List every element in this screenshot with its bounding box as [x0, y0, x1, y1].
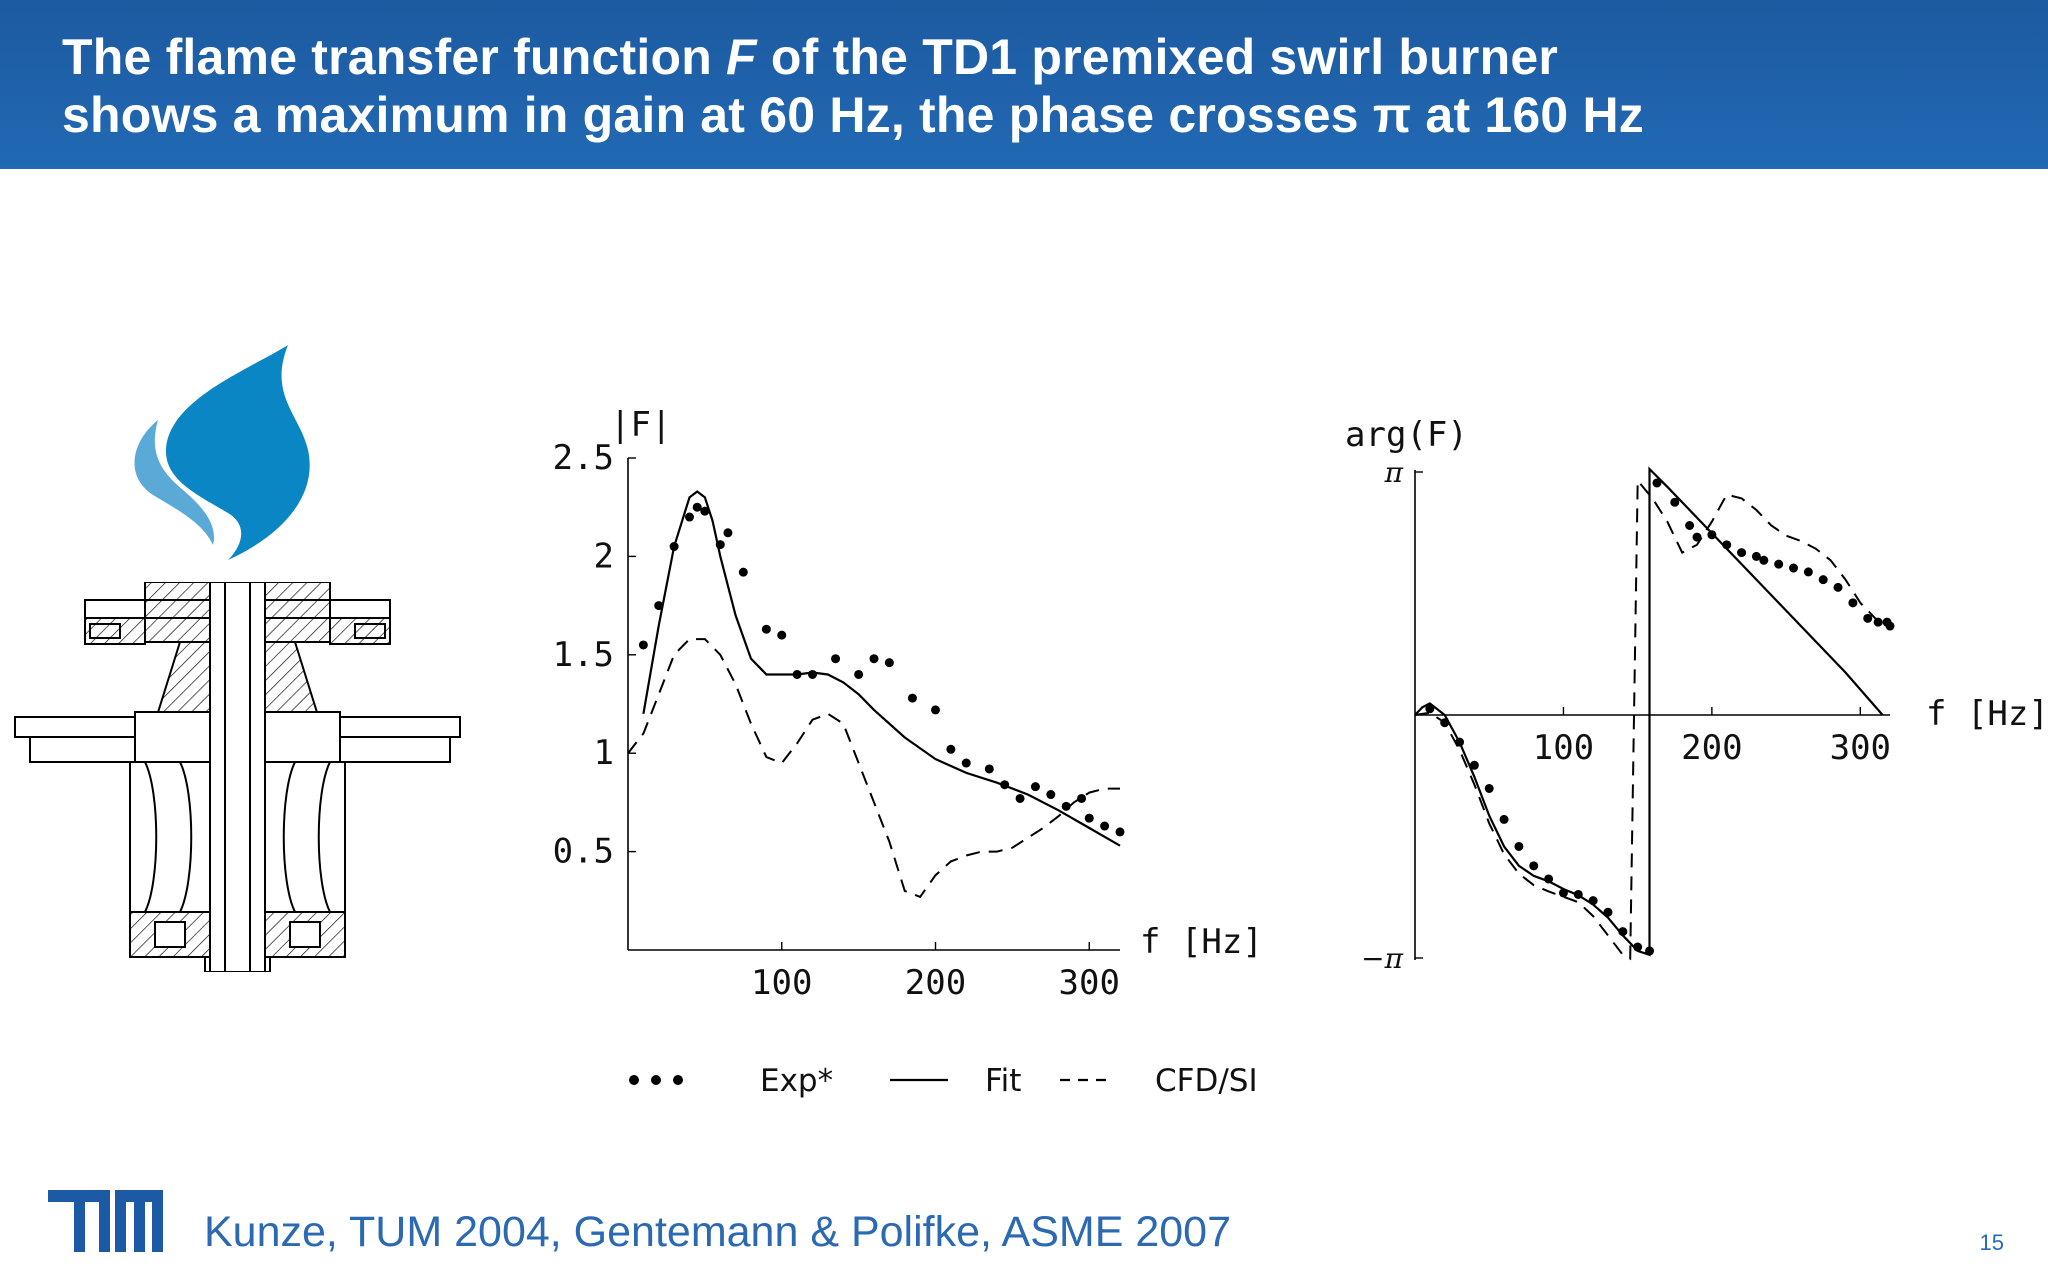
phase-x-tick-label: 300 [1830, 728, 1891, 768]
legend-cfd-label: CFD/SI [1155, 1063, 1258, 1099]
phase-exp-point [1692, 532, 1702, 542]
flame-upper-shape [165, 345, 310, 560]
phase-exp-point [1848, 598, 1858, 608]
flame-logo-icon [134, 345, 310, 560]
gain-exp-point [884, 658, 894, 668]
phase-exp-point [1803, 567, 1813, 577]
page-number: 15 [1979, 1230, 2004, 1255]
phase-exp-point [1685, 520, 1695, 530]
gain-exp-point [761, 624, 771, 634]
gain-exp-point [1030, 782, 1040, 792]
gain-exp-point [854, 669, 864, 679]
title-bar: The flame transfer function F of the TD1… [0, 0, 2048, 169]
gain-exp-point [931, 705, 940, 715]
phase-x-ticks: 100 200 300 [1533, 707, 1891, 768]
slide-title-line-1: The flame transfer function F of the TD1… [62, 28, 1558, 86]
gain-exp-point [869, 654, 879, 664]
tum-logo-mark [48, 1190, 163, 1252]
phase-exp-point [1514, 841, 1524, 851]
gain-exp-point [1115, 827, 1125, 837]
phase-y-ticks: π −π [1361, 456, 1423, 975]
phase-series-group [1414, 466, 1895, 961]
phase-cfd-line [1414, 477, 1884, 961]
legend-fit-label: Fit [985, 1063, 1021, 1099]
gain-exp-point [654, 601, 664, 611]
gain-y-tick-label: 1 [594, 733, 614, 773]
phase-exp-point [1885, 621, 1895, 631]
gain-exp-point [777, 630, 787, 640]
gain-x-tick-label: 200 [905, 963, 966, 1000]
phase-exp-point [1652, 478, 1662, 488]
phase-exp-point [1833, 582, 1843, 592]
legend: Exp* Fit CFD/SI [629, 1063, 1258, 1099]
flame-lower-shape [134, 420, 214, 545]
gain-exp-point [984, 764, 994, 774]
gain-y-tick-label: 2.5 [553, 438, 614, 478]
phase-exp-point [1499, 814, 1509, 824]
title-line-1-post: of the TD1 premixed swirl burner [756, 29, 1558, 85]
phase-exp-point [1774, 559, 1784, 569]
legend-exp-label: Exp* [760, 1063, 833, 1099]
gain-y-tick-label: 0.5 [553, 832, 614, 872]
gain-exp-point [1100, 821, 1110, 831]
gain-exp-point [808, 669, 817, 679]
phase-exp-point [1759, 555, 1769, 565]
gain-fit-line [642, 490, 1121, 847]
phase-exp-point [1670, 497, 1680, 507]
burner-cross-section-icon [14, 582, 461, 972]
phase-exp-point [1751, 551, 1761, 561]
gain-y-axis-label: |F| [610, 405, 671, 445]
gain-x-ticks: 100 200 300 [751, 942, 1120, 1000]
gain-exp-point [961, 758, 971, 768]
phase-y-axis-label: arg(F) [1345, 415, 1468, 455]
gain-exp-point [692, 502, 702, 512]
gain-chart: |F| 0.5 1 1.5 2 2.5 100 200 300 f [Hz] [553, 405, 1263, 1000]
phase-x-tick-label: 200 [1681, 728, 1742, 768]
phase-exp-point [1529, 861, 1539, 871]
gain-exp-point [1084, 813, 1094, 823]
gain-y-tick-label: 1.5 [553, 635, 614, 675]
phase-exp-point [1469, 760, 1479, 770]
phase-y-tick-label: π [1384, 456, 1404, 489]
phase-exp-point [1818, 575, 1828, 585]
phase-exp-point [1484, 783, 1494, 793]
phase-exp-point [1873, 617, 1883, 627]
gain-exp-point [638, 640, 648, 650]
title-variable: F [726, 29, 757, 85]
gain-exp-point [1046, 790, 1056, 800]
gain-exp-point [946, 744, 956, 754]
gain-exp-point [723, 528, 733, 538]
gain-x-tick-label: 300 [1059, 963, 1120, 1000]
gain-x-tick-label: 100 [751, 963, 812, 1000]
phase-chart: arg(F) π −π 100 200 300 f [Hz] [1345, 415, 2048, 975]
gain-exp-point [1077, 793, 1087, 803]
phase-exp-point [1737, 548, 1747, 558]
tum-logo-icon [48, 1190, 163, 1252]
phase-fit-line [1414, 466, 1884, 957]
gain-exp-point [738, 567, 748, 577]
gain-exp-point [907, 693, 917, 703]
gain-y-tick-label: 2 [594, 536, 614, 576]
gain-exp-point [685, 512, 694, 522]
phase-x-axis-label: f [Hz] [1926, 694, 2048, 734]
phase-y-tick-label: −π [1361, 942, 1403, 975]
phase-x-tick-label: 100 [1533, 728, 1594, 768]
gain-exp-point [700, 506, 710, 516]
gain-exp-point [1015, 793, 1025, 803]
phase-exp-point [1863, 613, 1873, 623]
citation: Kunze, TUM 2004, Gentemann & Polifke, AS… [204, 1208, 1232, 1256]
slide-title-line-2: shows a maximum in gain at 60 Hz, the ph… [62, 87, 1645, 143]
gain-cfd-line [627, 638, 1120, 899]
phase-exp-point [1789, 563, 1799, 573]
title-line-1-pre: The flame transfer function [62, 29, 727, 85]
legend-exp-marker [629, 1075, 683, 1085]
gain-x-axis-label: f [Hz] [1140, 922, 1263, 962]
gain-series-group [627, 490, 1125, 899]
gain-exp-point [831, 654, 841, 664]
gain-y-ticks: 0.5 1 1.5 2 2.5 [553, 438, 636, 872]
